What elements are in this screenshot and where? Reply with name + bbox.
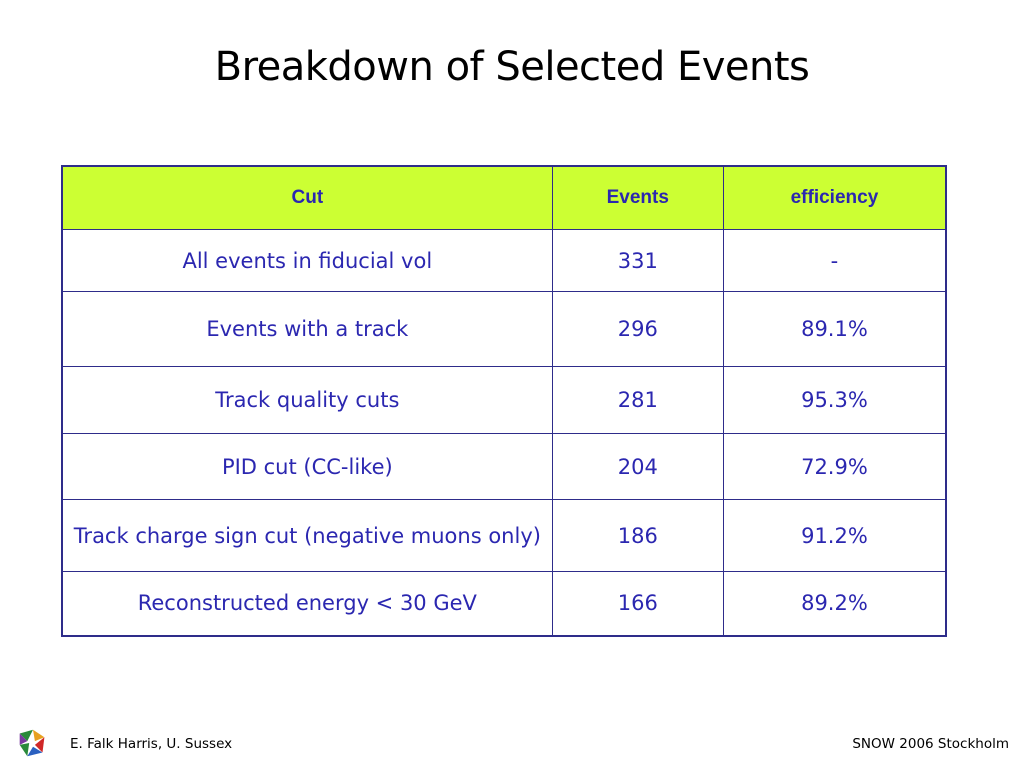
cell-efficiency: 95.3% [722, 366, 947, 434]
table-row: Track quality cuts 281 95.3% [61, 366, 947, 434]
header-efficiency: efficiency [722, 165, 947, 230]
table-row: Events with a track 296 89.1% [61, 291, 947, 367]
footer-author: E. Falk Harris, U. Sussex [70, 736, 233, 752]
table-row: PID cut (CC-like) 204 72.9% [61, 433, 947, 500]
selection-table: Cut Events efficiency All events in fidu… [61, 165, 947, 637]
cell-efficiency: 89.2% [722, 571, 947, 636]
header-cut: Cut [61, 165, 553, 230]
cell-cut: PID cut (CC-like) [61, 433, 553, 500]
cell-efficiency: - [722, 229, 947, 292]
cell-cut: Track quality cuts [61, 366, 553, 434]
slide-title: Breakdown of Selected Events [214, 44, 810, 90]
cell-events: 331 [551, 229, 724, 292]
cell-efficiency: 89.1% [722, 291, 947, 367]
cell-efficiency: 91.2% [722, 499, 947, 572]
table-row: Reconstructed energy < 30 GeV 166 89.2% [61, 571, 947, 636]
sussex-logo-icon [19, 729, 45, 757]
table-header-row: Cut Events efficiency [61, 165, 947, 230]
cell-cut: Reconstructed energy < 30 GeV [61, 571, 553, 636]
cell-events: 281 [551, 366, 724, 434]
cell-events: 204 [551, 433, 724, 500]
cell-cut: Track charge sign cut (negative muons on… [61, 499, 553, 572]
cell-events: 186 [551, 499, 724, 572]
header-events: Events [551, 165, 724, 230]
cell-events: 296 [551, 291, 724, 367]
table-row: All events in fiducial vol 331 - [61, 229, 947, 292]
table-row: Track charge sign cut (negative muons on… [61, 499, 947, 572]
cell-cut: All events in fiducial vol [61, 229, 553, 292]
footer-conference: SNOW 2006 Stockholm [852, 736, 1009, 752]
cell-efficiency: 72.9% [722, 433, 947, 500]
cell-events: 166 [551, 571, 724, 636]
cell-cut: Events with a track [61, 291, 553, 367]
